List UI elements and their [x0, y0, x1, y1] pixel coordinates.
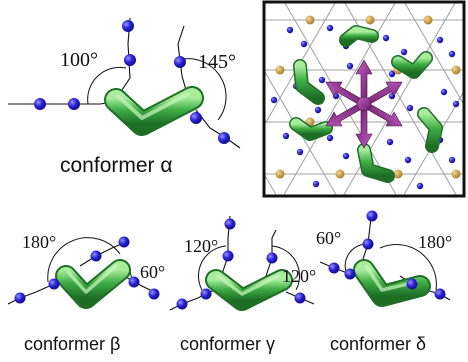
- alpha-atoms: [34, 20, 230, 144]
- alpha-caption: conformer α: [60, 154, 173, 177]
- lattice-v-bottom-left: [289, 117, 333, 141]
- beta-arc-left: [47, 237, 121, 283]
- delta-caption: conformer δ: [330, 334, 426, 354]
- lattice-v-left: [293, 59, 325, 105]
- delta-angle-left: 60°: [316, 228, 341, 248]
- beta-v-shape: [55, 259, 131, 309]
- alpha-angle-left: 100°: [60, 49, 98, 71]
- lattice-v-right: [417, 107, 443, 153]
- conformer-beta: 180° 60° conformer β: [7, 232, 165, 354]
- delta-atoms: [328, 210, 446, 300]
- delta-angle-right: 180°: [418, 232, 452, 252]
- alpha-arc-right: [177, 58, 227, 121]
- lattice-frame: [262, 0, 466, 198]
- lattice-v-shapes: [289, 25, 443, 183]
- alpha-chains: [8, 17, 241, 149]
- six-arrow-star: [325, 59, 403, 149]
- lattice-panel: [262, 0, 466, 198]
- conformer-delta: 60° 180° conformer δ: [316, 210, 452, 354]
- alpha-angle-right: 145°: [198, 51, 236, 73]
- gamma-arc-left: [197, 245, 227, 291]
- lattice-v-top-left: [339, 25, 379, 47]
- beta-angle-right: 60°: [140, 262, 165, 282]
- beta-angle-left: 180°: [22, 232, 56, 252]
- conformer-alpha: 100° 145° conformer α: [8, 17, 241, 177]
- conformer-gamma: 120° 120° conformer γ: [169, 215, 316, 354]
- lattice-atoms: [270, 24, 460, 190]
- beta-atoms: [14, 236, 160, 304]
- gamma-angle-left: 120°: [184, 236, 218, 256]
- delta-arc-right: [379, 244, 437, 291]
- gamma-v-shape: [205, 269, 293, 311]
- lattice-v-top-right: [391, 51, 433, 79]
- lattice-v-bottom: [357, 143, 395, 183]
- gamma-angle-right: 120°: [282, 266, 316, 286]
- alpha-arc-left: [87, 66, 127, 105]
- alpha-v-shape: [104, 86, 204, 136]
- delta-v-shape: [353, 259, 431, 307]
- gamma-atoms: [176, 218, 306, 310]
- gamma-caption: conformer γ: [180, 334, 275, 354]
- beta-caption: conformer β: [24, 334, 120, 354]
- gamma-arc-right: [271, 245, 301, 291]
